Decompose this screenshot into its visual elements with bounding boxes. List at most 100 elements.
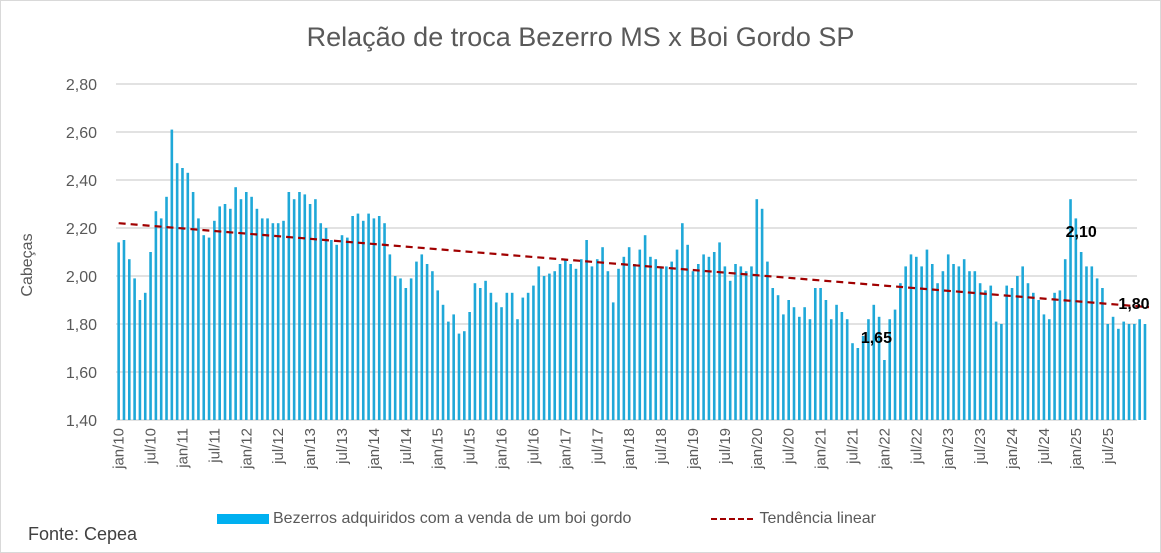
legend-trend-label: Tendência linear — [759, 510, 876, 527]
bar — [675, 249, 679, 420]
x-tick-label: jan/10 — [111, 428, 128, 470]
bar — [1143, 324, 1147, 420]
bar — [165, 196, 168, 420]
bar — [968, 271, 971, 420]
x-tick-labels: jan/10 jul/10 jan/11 jul/11 jan/12 jul/12 jan/… — [111, 428, 1117, 470]
bar — [1101, 288, 1104, 420]
bar — [356, 213, 360, 420]
bar — [702, 254, 705, 420]
bar — [367, 213, 370, 420]
bar — [404, 288, 408, 420]
bar — [175, 163, 179, 420]
bar — [521, 297, 525, 420]
bar — [213, 220, 216, 420]
bar — [1122, 321, 1126, 420]
y-tick-label: 2,20 — [66, 221, 97, 238]
bar — [627, 247, 631, 420]
bar — [1090, 266, 1094, 420]
bar — [718, 242, 721, 420]
bar — [388, 254, 392, 420]
bar — [574, 268, 578, 420]
y-tick-label: 2,00 — [66, 269, 97, 286]
bar — [569, 264, 572, 420]
bar — [1016, 276, 1019, 420]
bar — [888, 319, 892, 420]
bar — [893, 309, 897, 420]
x-tick-label: jan/15 — [430, 428, 447, 470]
bar — [813, 288, 817, 420]
bar — [686, 244, 689, 420]
bar — [1047, 319, 1051, 420]
x-tick-label: jul/13 — [334, 428, 351, 465]
gridlines — [116, 83, 1137, 421]
bar — [1053, 292, 1056, 420]
bar — [282, 220, 285, 420]
bar — [186, 172, 190, 420]
legend: Bezerros adquiridos com a venda de um bo… — [217, 510, 876, 528]
bar — [468, 312, 471, 420]
bar — [585, 240, 588, 420]
bar — [899, 283, 902, 420]
bar — [143, 292, 147, 420]
x-tick-label: jan/22 — [876, 428, 893, 470]
bar — [649, 256, 652, 420]
bar — [191, 192, 195, 420]
bar — [314, 199, 317, 420]
bar — [617, 268, 620, 420]
bar — [452, 314, 455, 420]
bar — [904, 266, 907, 420]
x-tick-label: jan/25 — [1068, 428, 1085, 470]
bar — [579, 259, 583, 420]
bar — [1138, 319, 1141, 420]
x-tick-label: jul/23 — [972, 428, 989, 465]
bar — [670, 261, 674, 420]
bar — [484, 280, 487, 420]
bar — [133, 278, 136, 420]
source-note: Fonte: Cepea — [28, 524, 138, 544]
x-tick-label: jul/21 — [845, 428, 862, 465]
bar — [1063, 259, 1067, 420]
bar — [1042, 314, 1046, 420]
bar — [415, 261, 418, 420]
bar — [936, 283, 939, 420]
bar — [197, 218, 200, 420]
bar — [771, 288, 775, 420]
bar — [1026, 283, 1030, 420]
bar — [564, 259, 567, 420]
legend-bar-label: Bezerros adquiridos com a venda de um bo… — [273, 510, 632, 527]
bar — [984, 290, 987, 420]
bar — [393, 276, 397, 420]
bar — [409, 278, 413, 420]
bar — [1085, 266, 1088, 420]
x-tick-label: jul/20 — [781, 428, 798, 465]
bar — [611, 302, 615, 420]
bar — [324, 228, 328, 420]
bar — [712, 252, 716, 420]
bar — [1037, 300, 1040, 420]
bar — [478, 288, 482, 420]
bar — [883, 360, 886, 420]
x-tick-label: jul/25 — [1100, 428, 1117, 465]
x-tick-label: jul/22 — [908, 428, 925, 465]
legend-trend-swatch — [711, 518, 754, 520]
bar — [127, 259, 131, 420]
bar — [665, 266, 668, 420]
bar — [207, 237, 211, 420]
bar — [590, 266, 594, 420]
bar — [1000, 324, 1003, 420]
bar — [909, 254, 913, 420]
bar — [553, 271, 557, 420]
bar — [436, 290, 440, 420]
y-tick-label: 1,60 — [66, 365, 97, 382]
bar — [696, 264, 700, 420]
y-tick-label: 2,80 — [66, 77, 97, 94]
bar — [377, 216, 381, 420]
bar — [494, 302, 498, 420]
x-tick-label: jul/19 — [717, 428, 734, 465]
bar — [595, 259, 599, 420]
bar — [755, 199, 759, 420]
bar — [633, 264, 636, 420]
bar — [340, 235, 344, 420]
bar — [962, 259, 966, 420]
x-tick-label: jan/24 — [1004, 428, 1021, 470]
